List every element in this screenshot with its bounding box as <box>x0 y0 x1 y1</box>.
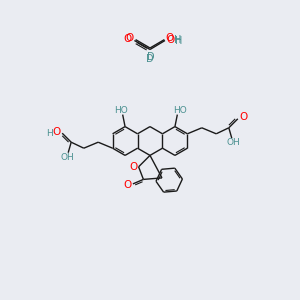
Text: O: O <box>124 34 132 44</box>
Text: HO: HO <box>115 106 128 115</box>
Text: O: O <box>166 33 174 43</box>
Text: D: D <box>147 52 154 62</box>
Text: H: H <box>174 35 181 45</box>
Text: O: O <box>239 112 247 122</box>
Text: H: H <box>175 36 182 46</box>
Text: HO: HO <box>173 106 187 115</box>
Text: OH: OH <box>226 138 240 147</box>
Text: O: O <box>123 180 132 190</box>
Text: O: O <box>129 162 137 172</box>
Text: OH: OH <box>61 153 74 162</box>
Text: O: O <box>166 34 175 45</box>
Text: O: O <box>125 33 134 43</box>
Text: D: D <box>146 53 153 64</box>
Text: O: O <box>53 127 61 137</box>
Text: H: H <box>46 129 53 138</box>
